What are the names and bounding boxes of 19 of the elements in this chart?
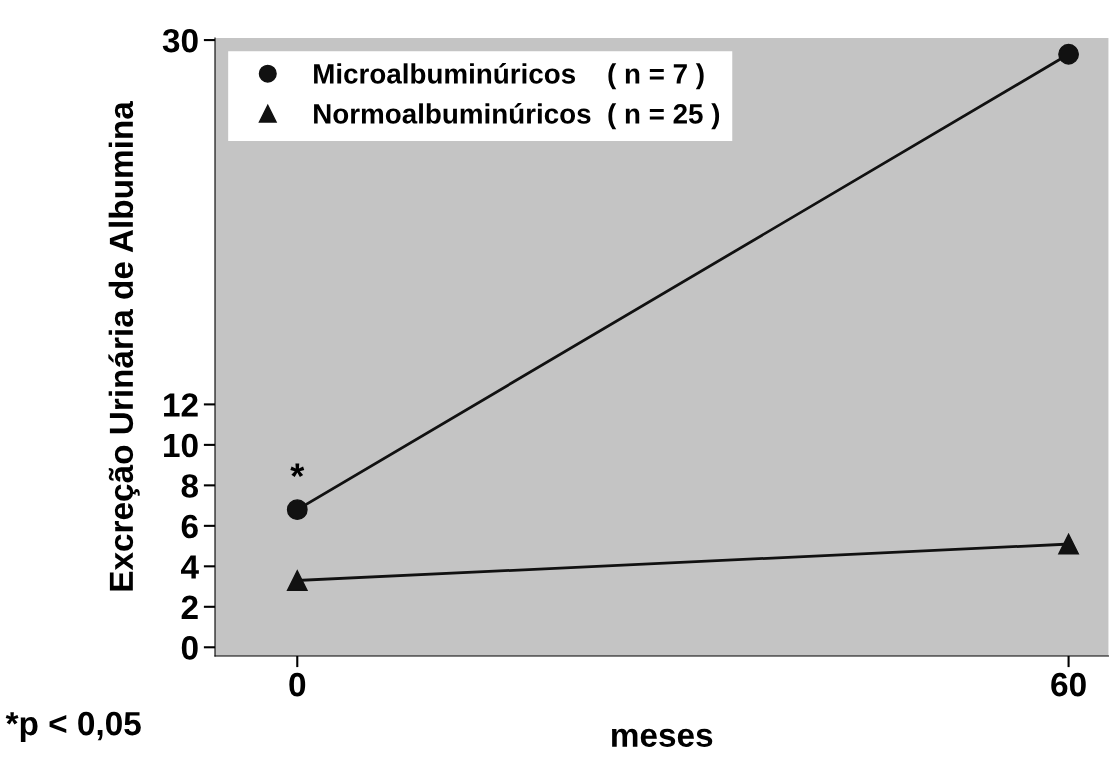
y-axis-title: Excreção Urinária de Albumina bbox=[108, 101, 140, 591]
y-tick-label: 6 bbox=[181, 514, 198, 539]
y-tick-label: 12 bbox=[164, 393, 198, 417]
point bbox=[286, 570, 308, 591]
y-tick-label: 10 bbox=[164, 433, 198, 458]
text: *p < 0,05 bbox=[5, 711, 141, 742]
y-tick-label: 0 bbox=[181, 636, 198, 660]
point bbox=[1058, 43, 1079, 65]
y-tick-label: 30 bbox=[162, 28, 198, 53]
x-tick-label: 60 bbox=[1051, 672, 1086, 697]
point bbox=[1058, 533, 1079, 555]
y-tick-label: 2 bbox=[181, 595, 198, 619]
y-tick-label: 8 bbox=[181, 474, 199, 498]
legend-label: Normoalbuminúricos ( n = 25 ) bbox=[314, 103, 720, 130]
legend-label: Microalbuminúricos ( n = 7 ) bbox=[314, 63, 704, 90]
point bbox=[286, 499, 308, 521]
y-tick-label: 4 bbox=[181, 555, 199, 579]
x-axis-title: meses bbox=[612, 728, 713, 747]
annotation: * bbox=[290, 463, 305, 478]
